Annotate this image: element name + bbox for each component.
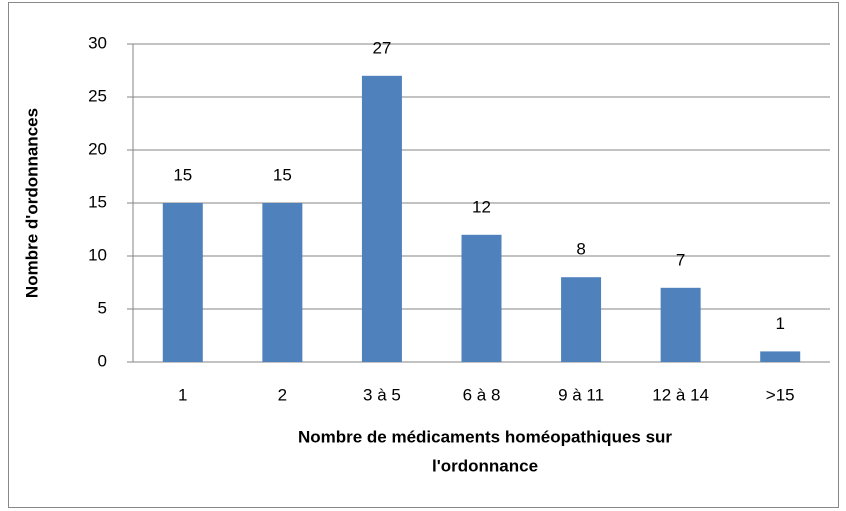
x-tick-label: 1	[178, 385, 187, 404]
x-tick-label: 12 à 14	[652, 385, 709, 404]
x-tick-label: 9 à 11	[558, 385, 604, 404]
data-label: 12	[472, 197, 491, 216]
bar	[760, 351, 801, 362]
data-label: 15	[273, 165, 292, 184]
bar	[361, 75, 402, 363]
data-label: 1	[775, 314, 784, 333]
data-label: 15	[173, 165, 192, 184]
data-label: 8	[576, 240, 585, 259]
y-axis-title: Nombre d'ordonnances	[22, 108, 41, 298]
x-tick-label: >15	[766, 385, 795, 404]
y-tick-label: 10	[88, 245, 107, 264]
y-tick-label: 0	[98, 351, 107, 370]
x-axis-title: l'ordonnance	[432, 456, 538, 475]
bar	[461, 234, 502, 362]
y-tick-label: 30	[88, 33, 107, 52]
bar	[660, 287, 701, 362]
bar	[561, 277, 602, 362]
y-tick-label: 25	[88, 86, 107, 105]
x-tick-label: 3 à 5	[363, 385, 401, 404]
y-tick-label: 20	[88, 139, 107, 158]
chart-border	[8, 2, 839, 508]
data-label: 27	[372, 38, 391, 57]
x-axis-title: Nombre de médicaments homéopathiques sur	[298, 427, 672, 446]
y-tick-label: 15	[88, 192, 107, 211]
bar	[162, 203, 203, 362]
bar	[262, 203, 303, 362]
y-tick-label: 5	[98, 298, 107, 317]
x-tick-label: 2	[278, 385, 287, 404]
x-tick-label: 6 à 8	[463, 385, 501, 404]
data-label: 7	[676, 250, 685, 269]
